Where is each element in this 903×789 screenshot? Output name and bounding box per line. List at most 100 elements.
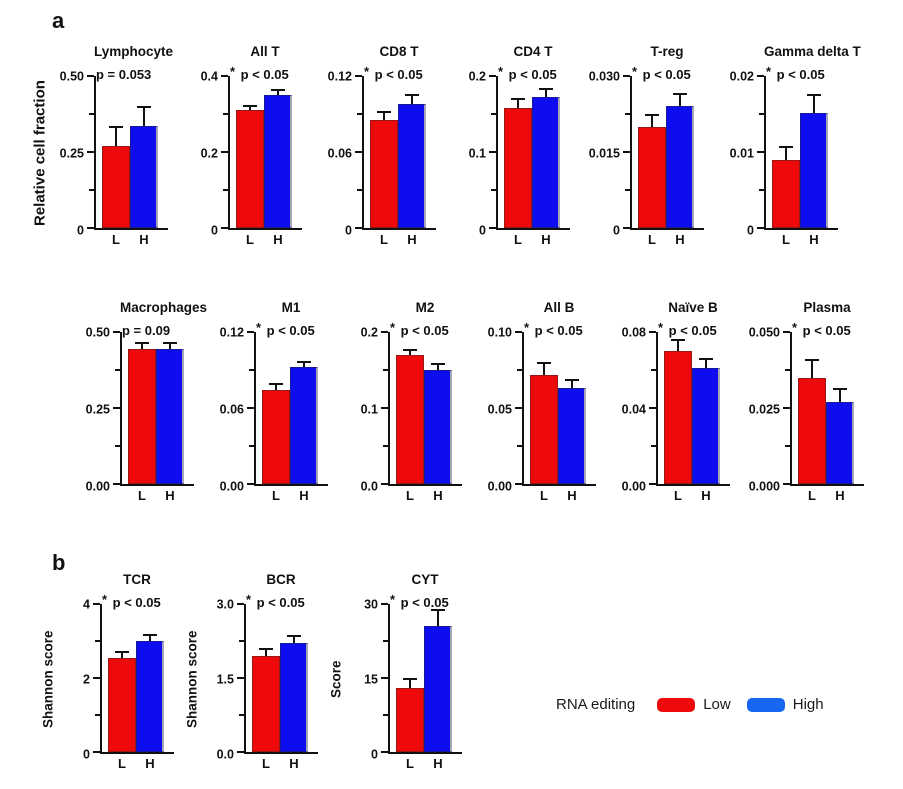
y-tick-label: 0 (211, 222, 218, 237)
y-axis-label: Score (328, 660, 344, 698)
y-tick-label: 0.00 (219, 478, 244, 493)
error-bar (109, 126, 123, 146)
error-bar (405, 93, 419, 104)
y-tick-mark (247, 483, 254, 485)
panel-b-row: TCR * p < 0.05 Shannon score 0 2 4 L H BCR * p < … (40, 572, 472, 771)
y-axis-label: Shannon score (184, 630, 200, 728)
p-value-label: * p < 0.05 (498, 64, 557, 82)
p-value-label: * p < 0.05 (632, 64, 691, 82)
chart-title: All T (250, 44, 280, 59)
bar-low (638, 126, 666, 228)
error-bar-line (303, 362, 305, 368)
x-category-label: H (289, 756, 299, 771)
y-tick-mark (249, 445, 254, 447)
p-value-label: * p < 0.05 (390, 592, 449, 610)
y-axis-tick-labels: 0.00 0.25 0.50 (76, 326, 120, 492)
x-category-label: L (272, 488, 280, 503)
p-value-label: * p < 0.05 (230, 64, 289, 82)
y-tick-mark (649, 483, 656, 485)
y-axis-tick-labels: 0.00 0.04 0.08 (612, 326, 656, 492)
y-tick-mark (757, 151, 764, 153)
y-axis-tick-labels: 0 0.06 0.12 (318, 70, 362, 236)
panel-a-row-1-charts: Lymphocyte p = 0.053 0 0.25 0.50 L H All T * p <… (50, 44, 861, 247)
y-tick-mark (357, 189, 362, 191)
bar-low (108, 657, 136, 752)
error-bar-line (293, 636, 295, 644)
y-tick-mark (239, 714, 244, 716)
y-tick-mark (651, 369, 656, 371)
significance-star: * (246, 592, 252, 607)
bar-low (128, 349, 156, 484)
error-bar-line (839, 390, 841, 402)
y-axis-tick-labels: 0 15 30 (344, 598, 388, 760)
y-tick-label: 0.08 (621, 324, 646, 339)
y-tick-mark (649, 407, 656, 409)
x-category-label: H (273, 232, 283, 247)
x-category-label: H (139, 232, 149, 247)
y-tick-label: 0 (77, 222, 84, 237)
y-tick-mark (623, 227, 630, 229)
y-tick-mark (223, 189, 228, 191)
y-tick-label: 0.05 (487, 401, 512, 416)
error-bar (143, 634, 157, 641)
error-bar (673, 92, 687, 107)
y-tick-label: 2 (83, 671, 90, 686)
significance-star: * (102, 592, 108, 607)
y-tick-label: 30 (364, 596, 378, 611)
y-tick-mark (759, 113, 764, 115)
panel-b-row-charts: TCR * p < 0.05 Shannon score 0 2 4 L H BCR * p < … (40, 572, 472, 771)
p-value-label: * p < 0.05 (792, 320, 851, 338)
y-tick-mark (221, 227, 228, 229)
x-category-label: L (118, 756, 126, 771)
y-axis-tick-labels: 0.000 0.025 0.050 (746, 326, 790, 492)
legend-label-high: High (792, 696, 824, 713)
y-tick-label: 0 (345, 222, 352, 237)
y-tick-mark (115, 369, 120, 371)
y-tick-label: 0.025 (748, 401, 780, 416)
y-tick-mark (623, 151, 630, 153)
y-tick-mark (651, 445, 656, 447)
y-tick-mark (383, 445, 388, 447)
error-bar (269, 383, 283, 390)
chart-cd4-t: CD4 T * p < 0.05 0 0.1 0.2 L H (452, 44, 570, 247)
significance-star: * (766, 64, 772, 79)
error-bar-line (383, 113, 385, 121)
y-tick-mark (221, 151, 228, 153)
y-tick-mark (489, 151, 496, 153)
panel-b-label: b (52, 550, 66, 575)
significance-star: * (364, 64, 370, 79)
y-tick-mark (625, 113, 630, 115)
error-bar (297, 360, 311, 368)
y-tick-label: 0.030 (588, 68, 620, 83)
chart-body: p = 0.09 0.00 0.25 0.50 L H (76, 323, 194, 503)
y-tick-mark (89, 113, 94, 115)
error-bar (259, 648, 273, 656)
error-bar (137, 106, 151, 127)
x-category-label: L (514, 232, 522, 247)
error-bar-line (275, 385, 277, 390)
chart-title: All B (543, 300, 575, 315)
error-bar (403, 678, 417, 688)
y-tick-label: 0.1 (360, 401, 378, 416)
chart-title: Gamma delta T (764, 44, 861, 59)
y-tick-label: 0.12 (327, 68, 352, 83)
x-category-label: H (701, 488, 711, 503)
panel-a-row-2-charts: Macrophages p = 0.09 0.00 0.25 0.50 L H M1 * p <… (76, 300, 880, 503)
y-tick-mark (383, 369, 388, 371)
y-tick-label: 0.2 (360, 324, 378, 339)
chart-gamma-delta-t: Gamma delta T * p < 0.05 0 0.01 0.02 L H (720, 44, 861, 247)
y-tick-mark (785, 369, 790, 371)
error-bar (805, 359, 819, 378)
bar-high (692, 368, 720, 484)
y-tick-mark (785, 445, 790, 447)
chart-body: * p < 0.05 0.000 0.025 0.050 L H (746, 320, 864, 503)
significance-star: * (390, 320, 396, 335)
y-tick-label: 0.50 (85, 324, 110, 339)
chart-body: * p < 0.05 0 0.06 0.12 L H (318, 64, 436, 247)
error-bar (115, 651, 129, 658)
y-tick-label: 15 (364, 671, 378, 686)
